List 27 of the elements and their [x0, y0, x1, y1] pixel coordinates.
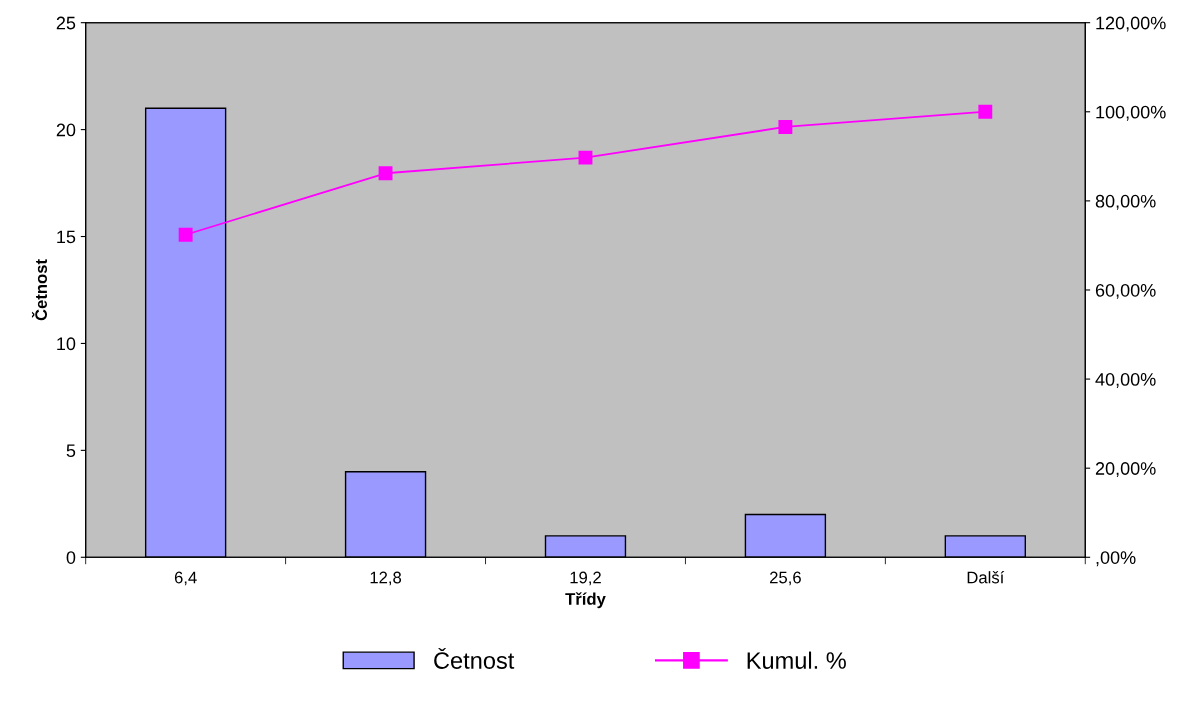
x-tick-label: 12,8 [370, 571, 402, 586]
point [178, 227, 193, 242]
y2-tick-label: 60,00% [1095, 283, 1156, 299]
y-tick-label: 25 [56, 16, 76, 30]
y-tick-label: 20 [56, 123, 76, 137]
legend-label: Četnost [434, 648, 515, 669]
point [978, 104, 993, 119]
y-tick-label: 0 [66, 551, 76, 564]
y-tick-label: 15 [57, 230, 76, 244]
x-tick-label: 25,6 [770, 571, 801, 586]
legend-label: Kumul. % [747, 651, 846, 669]
y2-tick-label: 20,00% [1095, 462, 1156, 478]
y2-tick-label: 120,00% [1096, 16, 1166, 32]
y-tick-label: 5 [66, 444, 76, 458]
x-tick-label: 6,4 [174, 571, 197, 586]
y2-tick-label: 80,00% [1095, 194, 1156, 210]
point [778, 119, 793, 134]
y-tick-label: 10 [57, 337, 76, 351]
y2-tick-label: 40,00% [1095, 373, 1156, 388]
y2-tick-label: 100,00% [1096, 105, 1166, 121]
y2-tick-label: ,00% [1096, 551, 1136, 567]
y-axis-title: Četnost [31, 259, 48, 321]
point [578, 150, 593, 165]
point [378, 166, 393, 181]
x-axis-title: Třídy [565, 592, 606, 609]
x-tick-label: 19,2 [570, 571, 601, 586]
x-tick-label: Další [967, 570, 1005, 584]
